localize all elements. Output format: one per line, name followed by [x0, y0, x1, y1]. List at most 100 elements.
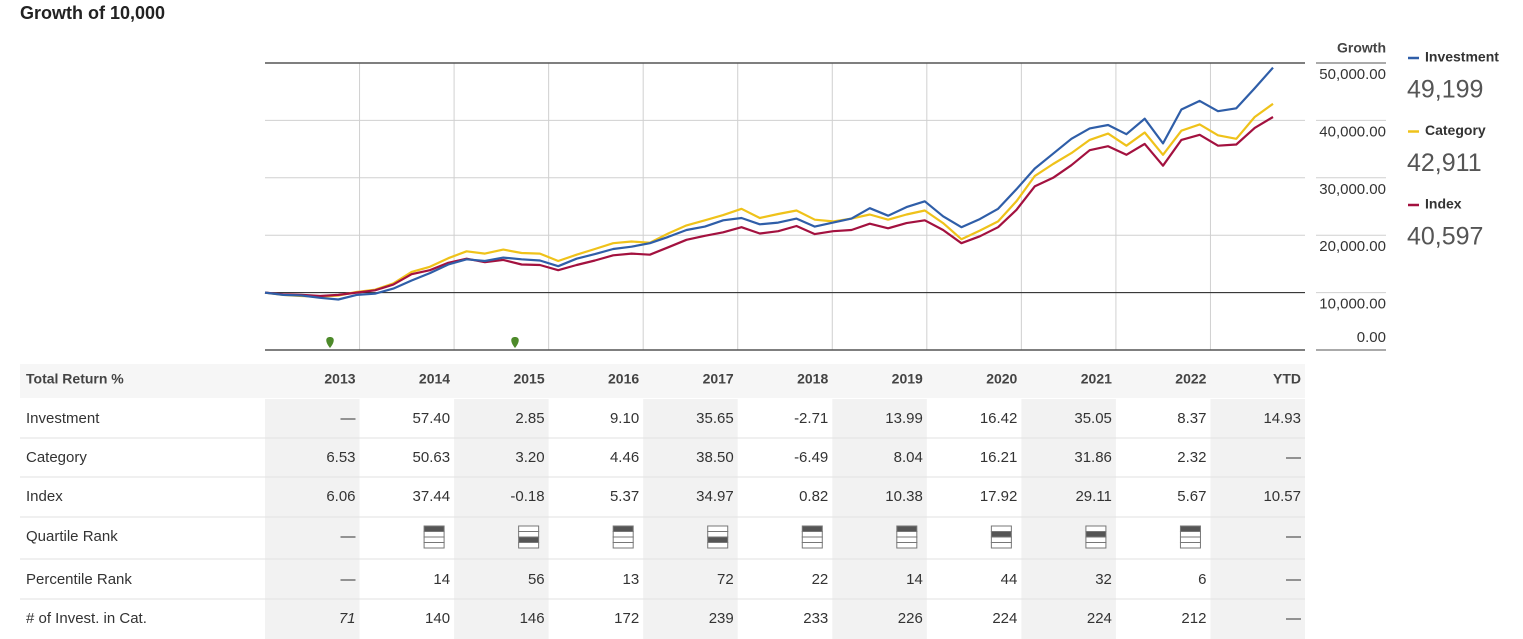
y-axis-title: Growth	[1337, 40, 1386, 56]
quartile-band	[423, 531, 445, 538]
row-label: Category	[26, 449, 87, 466]
table-cell: 140	[425, 610, 450, 627]
table-cell: 16.42	[980, 410, 1018, 427]
quartile-icon	[1179, 525, 1201, 549]
table-cell: 32	[1095, 571, 1112, 588]
series-line	[264, 66, 1274, 301]
row-label: Investment	[26, 410, 100, 427]
quartile-icon	[518, 525, 540, 549]
header-band	[20, 364, 1305, 398]
table-cell: 56	[528, 571, 545, 588]
quartile-band	[896, 536, 918, 543]
table-cell: 8.04	[894, 449, 923, 466]
series-line	[264, 116, 1274, 298]
table-cell: 44	[1001, 571, 1018, 588]
table-cell: 22	[812, 571, 829, 588]
table-cell: 5.67	[1177, 488, 1206, 505]
table-cell: 8.37	[1177, 410, 1206, 427]
legend-label: Index	[1425, 196, 1462, 212]
table-cell: 146	[520, 610, 545, 627]
table-header: YTD	[1273, 371, 1301, 387]
table-cell: 34.97	[696, 488, 734, 505]
table-cell: 6	[1198, 571, 1206, 588]
quartile-band	[1179, 525, 1201, 532]
y-tick-label: 20,000.00	[1319, 238, 1386, 255]
row-label: Percentile Rank	[26, 571, 132, 588]
event-pin	[326, 337, 334, 348]
y-tick-label: 50,000.00	[1319, 66, 1386, 83]
table-cell: 239	[709, 610, 734, 627]
quartile-icon	[707, 525, 729, 549]
quartile-icon	[1085, 525, 1107, 549]
quartile-band	[518, 542, 540, 549]
quartile-band	[990, 536, 1012, 543]
quartile-icon	[896, 525, 918, 549]
table-cell: 29.11	[1075, 488, 1111, 505]
background	[20, 364, 1305, 398]
legend-value: 49,199	[1407, 76, 1483, 104]
quartile-band	[896, 525, 918, 532]
table-cell: 224	[1087, 610, 1112, 627]
event-markers	[326, 337, 519, 348]
table-cell: 9.10	[610, 410, 639, 427]
table-header: 2021	[1081, 371, 1112, 387]
table-cell: —	[1286, 571, 1301, 588]
quartile-band	[707, 525, 729, 532]
quartile-band	[801, 536, 823, 543]
quartile-band	[518, 525, 540, 532]
y-tick-label: 10,000.00	[1319, 296, 1386, 313]
quartile-band	[896, 531, 918, 538]
quartile-band	[1179, 536, 1201, 543]
quartile-band	[1085, 536, 1107, 543]
table-cell: 17.92	[980, 488, 1018, 505]
table-cell: -2.71	[794, 410, 828, 427]
column-band	[265, 399, 360, 639]
table-cell: 38.50	[696, 449, 734, 466]
quartile-band	[707, 542, 729, 549]
table-cell: -0.18	[510, 488, 544, 505]
table-cell: 50.63	[413, 449, 451, 466]
table-cell: 172	[614, 610, 639, 627]
quartile-icon	[612, 525, 634, 549]
table-header: 2022	[1175, 371, 1206, 387]
column-band	[643, 399, 738, 639]
table-cell: 10.57	[1263, 488, 1301, 505]
legend-value: 42,911	[1407, 149, 1482, 177]
page-title: Growth of 10,000	[20, 3, 165, 23]
quartile-band	[612, 536, 634, 543]
table-header: 2018	[797, 371, 828, 387]
column-band	[454, 399, 549, 639]
quartile-band	[801, 531, 823, 538]
quartile-band	[423, 525, 445, 532]
table-cell: 5.37	[610, 488, 639, 505]
table-cell: 14	[906, 571, 923, 588]
table-cell: 35.65	[696, 410, 734, 427]
table-cell: —	[1286, 528, 1301, 545]
event-pin	[511, 337, 519, 348]
table-cell: —	[341, 528, 356, 545]
table-header: 2016	[608, 371, 639, 387]
series-line	[264, 102, 1274, 298]
table-cell: 6.06	[326, 488, 355, 505]
quartile-band	[990, 525, 1012, 532]
quartile-band	[801, 542, 823, 549]
table-header: 2019	[892, 371, 923, 387]
y-tick-label: 30,000.00	[1319, 181, 1386, 198]
column-band	[1210, 399, 1305, 639]
quartile-icon	[990, 525, 1012, 549]
table-cell: —	[341, 571, 356, 588]
table-cell: 2.85	[515, 410, 544, 427]
table-cell: 14	[433, 571, 450, 588]
quartile-icon	[801, 525, 823, 549]
table-cell: —	[341, 410, 356, 427]
table-cell: 71	[339, 610, 356, 627]
table-cell: 2.32	[1177, 449, 1206, 466]
quartile-band	[612, 531, 634, 538]
table-cell: 226	[898, 610, 923, 627]
quartile-icon	[423, 525, 445, 549]
quartile-band	[612, 542, 634, 549]
table-cell: 35.05	[1074, 410, 1112, 427]
legend-value: 40,597	[1407, 223, 1483, 251]
quartile-band	[707, 536, 729, 543]
